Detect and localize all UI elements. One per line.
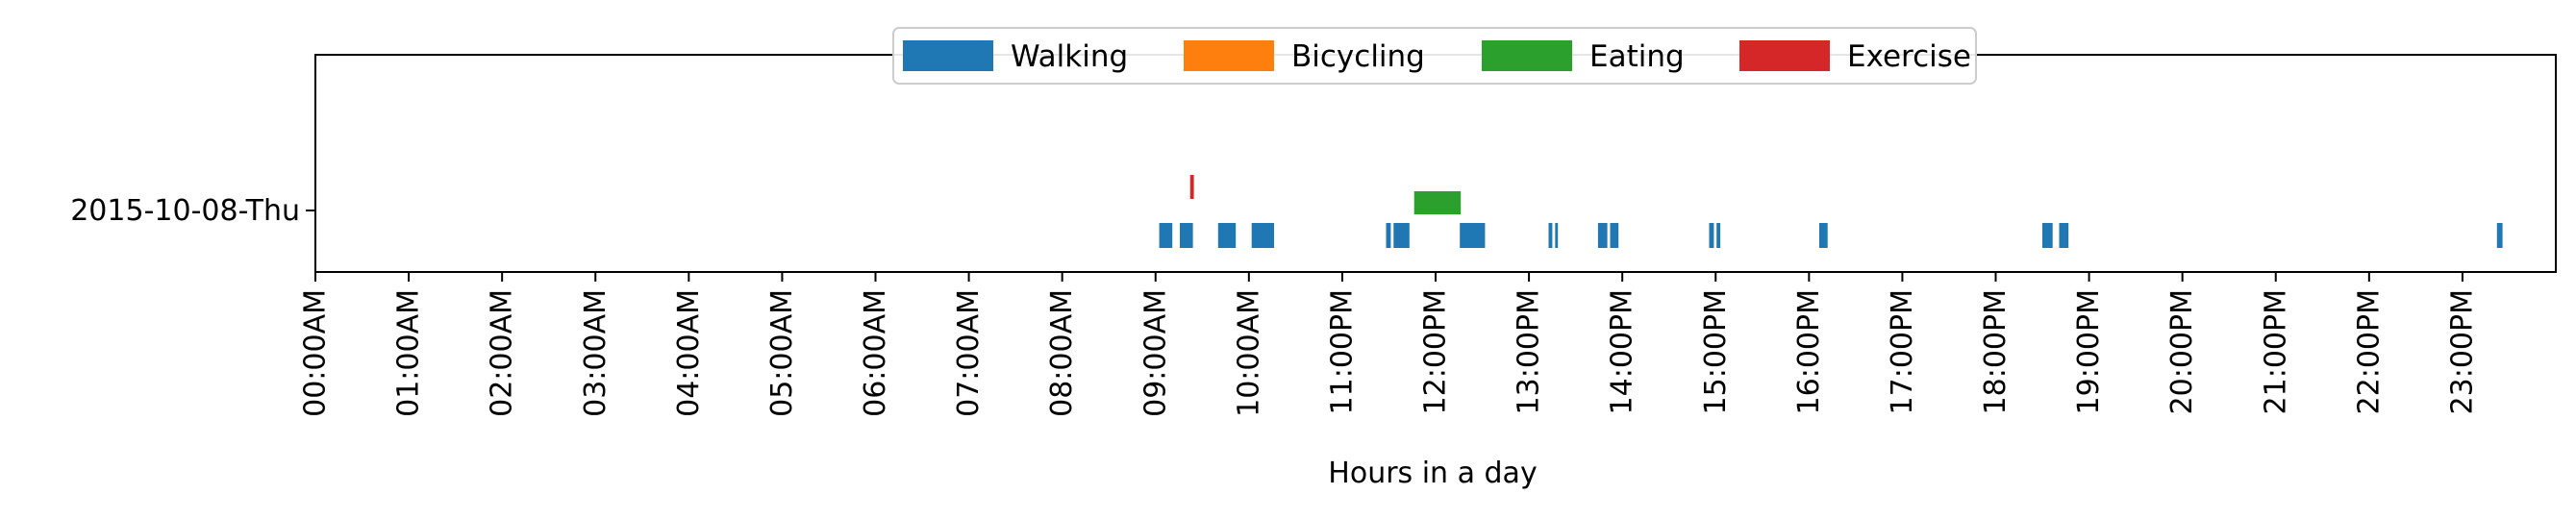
legend-label-exercise: Exercise	[1847, 39, 1971, 74]
x-tick-label: 10:00AM	[1232, 289, 1265, 417]
activity-bar-walking	[2042, 223, 2053, 248]
activity-bar-walking	[1393, 223, 1410, 248]
legend: Walking Bicycling Eating Exercise	[892, 27, 1977, 85]
y-axis: 2015-10-08-Thu	[70, 194, 315, 228]
activity-bar-walking	[1819, 223, 1828, 248]
legend-box	[892, 27, 1977, 85]
x-tick-label: 23:00PM	[2445, 289, 2479, 414]
legend-swatch-walking	[903, 40, 993, 71]
legend-swatch-bicycling	[1184, 40, 1274, 71]
activity-bar-walking	[1217, 223, 1237, 248]
activity-bar-walking	[2059, 223, 2069, 248]
x-tick-label: 15:00PM	[1699, 289, 1733, 414]
activity-bar-walking	[1548, 223, 1553, 248]
x-tick-label: 11:00PM	[1325, 289, 1359, 414]
x-tick-label: 20:00PM	[2165, 289, 2199, 414]
activity-bar-walking	[1251, 223, 1274, 248]
x-tick-label: 12:00PM	[1419, 289, 1453, 414]
activity-bar-walking	[1180, 223, 1193, 248]
x-tick-label: 16:00PM	[1792, 289, 1826, 414]
x-tick-label: 22:00PM	[2352, 289, 2386, 414]
x-tick-label: 04:00AM	[672, 289, 706, 417]
x-tick-label: 06:00AM	[859, 289, 892, 417]
activity-bar-exercise	[1189, 175, 1194, 199]
x-tick-label: 14:00PM	[1606, 289, 1639, 414]
x-tick-label: 07:00AM	[952, 289, 986, 417]
legend-swatch-eating	[1482, 40, 1572, 71]
activity-bar-walking	[1386, 223, 1391, 248]
x-tick-label: 01:00AM	[392, 289, 426, 417]
x-tick-label: 18:00PM	[1979, 289, 2013, 414]
activity-bar-eating	[1413, 191, 1462, 214]
x-tick-label: 00:00AM	[299, 289, 333, 417]
x-tick-label: 03:00AM	[579, 289, 613, 417]
legend-label-bicycling: Bicycling	[1291, 39, 1425, 74]
activity-bar-walking	[1597, 223, 1608, 248]
activity-bar-walking	[1555, 223, 1559, 248]
activity-bar-walking	[1610, 223, 1619, 248]
x-axis: 00:00AM 01:00AM 02:00AM 03:00AM 04:00AM 05:00…	[299, 272, 2479, 417]
plot-area	[315, 55, 2556, 272]
activity-bars	[1159, 175, 2503, 248]
legend-label-walking: Walking	[1011, 39, 1128, 74]
x-tick-label: 13:00PM	[1513, 289, 1546, 414]
x-tick-label: 17:00PM	[1886, 289, 1919, 414]
activity-bar-walking	[1159, 223, 1173, 248]
x-tick-label: 05:00AM	[765, 289, 799, 417]
legend-swatch-exercise	[1739, 40, 1830, 71]
x-tick-label: 19:00PM	[2072, 289, 2106, 414]
x-axis-label: Hours in a day	[1328, 457, 1537, 490]
activity-bar-walking	[2496, 223, 2503, 248]
activity-bar-walking	[1709, 223, 1714, 248]
activity-bar-walking	[1716, 223, 1721, 248]
x-tick-label: 02:00AM	[486, 289, 519, 417]
y-tick-label: 2015-10-08-Thu	[70, 194, 300, 228]
activity-bar-walking	[1460, 223, 1486, 248]
x-tick-label: 08:00AM	[1045, 289, 1079, 417]
x-tick-label: 21:00PM	[2259, 289, 2292, 414]
x-tick-label: 09:00AM	[1138, 289, 1172, 417]
legend-label-eating: Eating	[1589, 39, 1685, 74]
